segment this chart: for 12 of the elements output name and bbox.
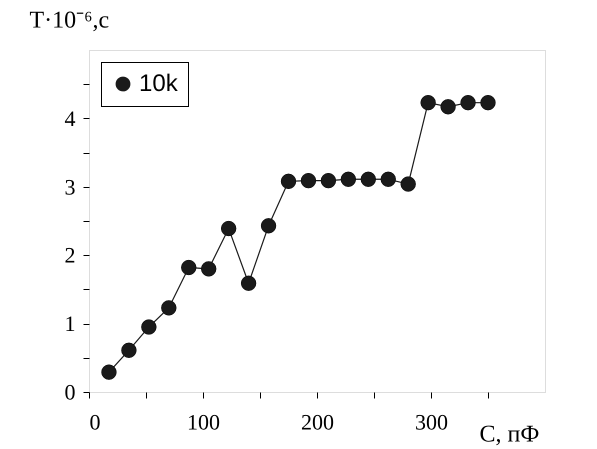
x-tick-label: 200 xyxy=(301,410,334,434)
x-tick-label: 0 xyxy=(90,410,100,434)
y-tick-label: 0 xyxy=(64,380,76,404)
x-axis-title: C, пФ xyxy=(480,422,540,448)
legend-label: 10k xyxy=(139,70,179,97)
y-axis-title: T·10⁻⁶,с xyxy=(30,8,110,34)
x-tick-label: 100 xyxy=(187,410,220,434)
y-tick-label: 3 xyxy=(64,174,76,200)
y-tick-label: 2 xyxy=(64,242,76,268)
y-tick-label: 1 xyxy=(64,311,76,336)
x-tick-label: 300 xyxy=(415,410,448,434)
y-tick-label: 4 xyxy=(64,106,76,131)
